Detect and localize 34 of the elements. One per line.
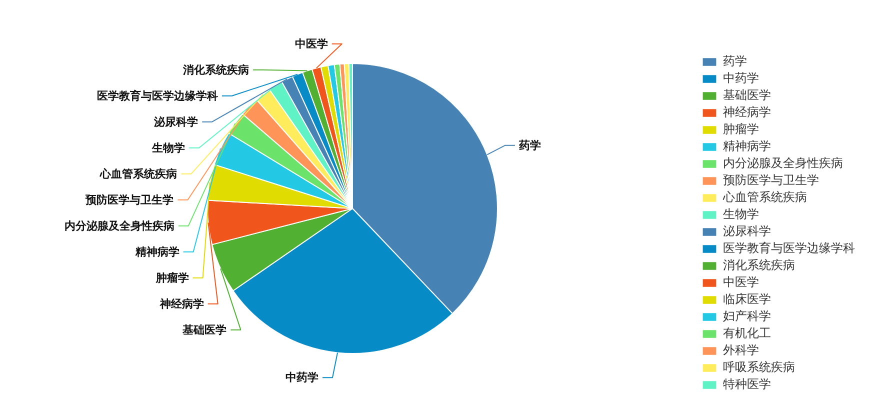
- slice-label: 预防医学与卫生学: [84, 193, 174, 206]
- slice-label: 内分泌腺及全身性疾病: [64, 219, 174, 232]
- slice-label: 神经病学: [158, 297, 204, 310]
- slice-label: 消化系统疾病: [182, 63, 250, 76]
- legend-label: 基础医学: [723, 87, 771, 104]
- slice-label: 生物学: [151, 141, 186, 154]
- slice-label: 精神病学: [134, 245, 180, 258]
- slice-label: 中医学: [294, 37, 328, 50]
- legend-label: 内分泌腺及全身性疾病: [723, 155, 843, 172]
- legend-label: 有机化工: [723, 325, 771, 342]
- legend-label: 临床医学: [723, 291, 771, 308]
- legend-label: 心血管系统疾病: [723, 189, 807, 206]
- legend-label: 呼吸系统疾病: [723, 359, 795, 376]
- legend-label: 中药学: [723, 70, 759, 87]
- legend-label: 肿瘤学: [723, 121, 759, 138]
- legend-label: 特种医学: [723, 376, 771, 393]
- legend-label: 泌尿科学: [723, 223, 771, 240]
- slice-label: 心血管系统疾病: [99, 167, 178, 180]
- slice-label: 中药学: [286, 371, 318, 384]
- legend-label: 精神病学: [723, 138, 771, 155]
- legend-label: 外科学: [723, 342, 759, 359]
- legend-label: 中医学: [723, 274, 759, 291]
- legend-label: 医学教育与医学边缘学科: [723, 240, 855, 257]
- slice-label: 泌尿科学: [153, 115, 198, 128]
- legend-label: 消化系统疾病: [723, 257, 795, 274]
- legend-label: 预防医学与卫生学: [723, 172, 819, 189]
- slice-label: 肿瘤学: [154, 271, 189, 284]
- legend-label: 神经病学: [723, 104, 771, 121]
- legend-label: 药学: [723, 53, 747, 70]
- legend-label: 妇产科学: [723, 308, 771, 325]
- legend-label: 生物学: [723, 206, 759, 223]
- slice-label: 药学: [518, 138, 541, 152]
- slice-label: 医学教育与医学边缘学科: [96, 89, 218, 102]
- slice-label: 基础医学: [182, 323, 227, 336]
